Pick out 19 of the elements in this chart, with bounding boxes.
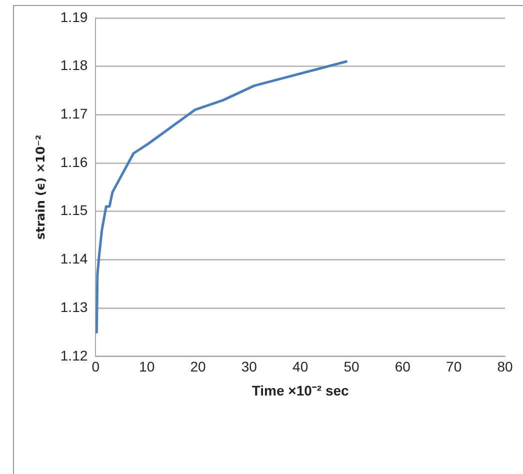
x-tick-label: 0 [92, 358, 100, 375]
y-tick-label: 1.12 [60, 347, 88, 364]
y-tick-label: 1.15 [60, 202, 88, 218]
y-axis-title: strain (ϵ) ×10⁻² [33, 134, 48, 240]
y-tick-label: 1.14 [60, 250, 88, 267]
x-tick-label: 30 [241, 358, 258, 375]
x-tick-label: 10 [139, 358, 155, 375]
x-tick-label: 80 [497, 358, 513, 375]
y-tick-label: 1.13 [60, 298, 88, 315]
x-tick-label: 40 [292, 358, 308, 375]
x-tick-label: 70 [446, 358, 462, 375]
x-tick-label: 60 [394, 358, 411, 375]
x-tick-label: 20 [190, 358, 206, 375]
x-tick-label: 50 [344, 358, 360, 375]
y-tick-label: 1.18 [60, 57, 88, 74]
y-tick-label: 1.17 [60, 106, 88, 122]
y-tick-label: 1.16 [60, 154, 88, 170]
y-tick-label: 1.19 [60, 8, 88, 25]
x-axis-title: Time ×10⁻² sec [252, 382, 350, 398]
